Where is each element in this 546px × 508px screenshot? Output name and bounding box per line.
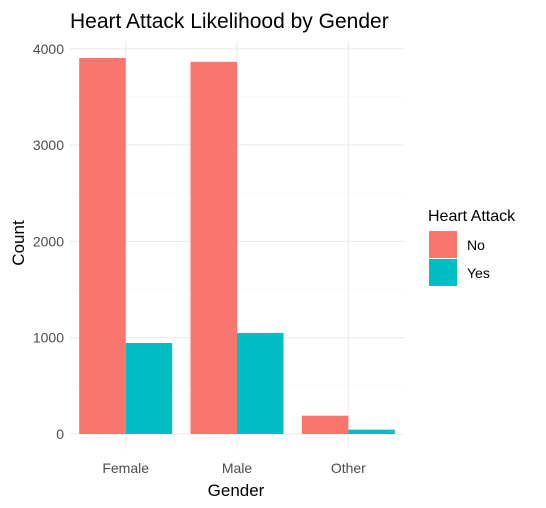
legend-label: Yes — [467, 265, 490, 281]
legend-key-yes — [429, 259, 457, 286]
x-tick-label: Male — [222, 460, 253, 476]
legend-label: No — [467, 237, 485, 253]
y-axis-title: Count — [9, 220, 28, 266]
bar-female-yes — [125, 342, 173, 434]
x-axis-ticks: Female Male Other — [102, 460, 366, 476]
legend-title: Heart Attack — [428, 208, 516, 225]
bar-male-no — [190, 61, 237, 434]
chart-title: Heart Attack Likelihood by Gender — [70, 10, 389, 33]
legend-key-no — [429, 231, 457, 258]
x-axis-title: Gender — [208, 481, 265, 500]
bar-female-no — [79, 57, 126, 435]
y-tick-label: 1000 — [33, 330, 64, 346]
legend: Heart Attack No Yes — [428, 208, 516, 286]
y-tick-label: 0 — [56, 426, 64, 442]
bars — [79, 57, 395, 435]
y-axis-ticks: 0 1000 2000 3000 4000 — [33, 41, 64, 442]
y-tick-label: 2000 — [33, 233, 64, 249]
y-tick-label: 4000 — [33, 41, 64, 57]
x-tick-label: Other — [331, 460, 366, 476]
y-tick-label: 3000 — [33, 137, 64, 153]
bar-male-yes — [237, 332, 284, 434]
bar-other-no — [301, 415, 349, 434]
x-tick-label: Female — [102, 460, 149, 476]
bar-other-yes — [348, 429, 395, 434]
